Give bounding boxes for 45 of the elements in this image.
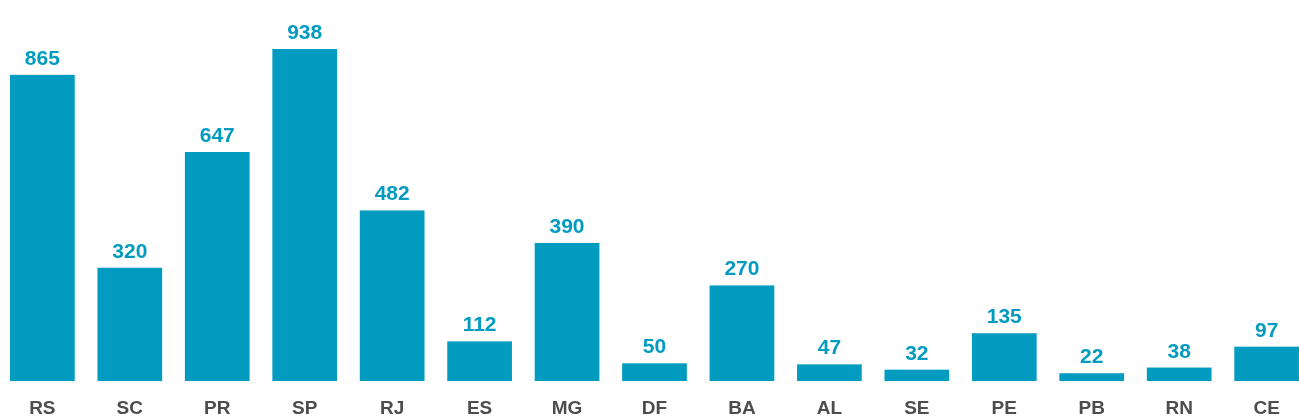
x-tick-label: MG xyxy=(551,397,583,418)
x-tick-label: SP xyxy=(292,397,318,418)
data-label: 32 xyxy=(905,340,929,364)
bar xyxy=(884,369,950,381)
bar xyxy=(971,333,1037,381)
data-label: 270 xyxy=(724,256,760,280)
data-label: 390 xyxy=(549,213,585,237)
x-tick-label: DF xyxy=(641,397,668,418)
bar xyxy=(1234,346,1299,381)
data-label: 135 xyxy=(986,304,1023,328)
bar xyxy=(709,285,775,381)
data-label: 865 xyxy=(24,45,61,69)
data-label: 50 xyxy=(642,334,667,358)
x-tick-label: SC xyxy=(116,397,144,418)
bar xyxy=(1146,367,1212,381)
x-tick-label: RN xyxy=(1165,397,1193,418)
bar xyxy=(797,364,862,381)
x-tick-label: ES xyxy=(466,397,493,418)
x-tick-label: RJ xyxy=(380,397,405,418)
data-label: 112 xyxy=(462,312,497,336)
x-tick-label: PB xyxy=(1078,397,1105,418)
data-label: 97 xyxy=(1254,317,1279,341)
data-label: 38 xyxy=(1167,338,1192,362)
data-label: 22 xyxy=(1080,344,1104,368)
x-tick-label: RS xyxy=(29,397,56,418)
x-tick-label: PE xyxy=(991,397,1017,418)
bar xyxy=(1059,373,1125,381)
bar xyxy=(97,267,163,381)
x-tick-label: AL xyxy=(816,397,843,418)
bar xyxy=(272,49,338,381)
bar xyxy=(622,363,687,381)
data-label: 938 xyxy=(287,20,323,43)
x-tick-label: CE xyxy=(1253,397,1280,418)
data-label: 647 xyxy=(199,123,235,146)
bar xyxy=(10,74,75,381)
x-tick-label: PR xyxy=(204,397,231,418)
data-label: 482 xyxy=(374,181,410,205)
bar xyxy=(447,341,512,381)
x-tick-label: BA xyxy=(728,397,756,418)
bar xyxy=(184,152,250,381)
data-label: 320 xyxy=(112,238,148,262)
bar xyxy=(359,210,425,381)
bar xyxy=(534,242,600,381)
x-tick-label: SE xyxy=(904,397,930,418)
data-label: 47 xyxy=(817,335,842,359)
